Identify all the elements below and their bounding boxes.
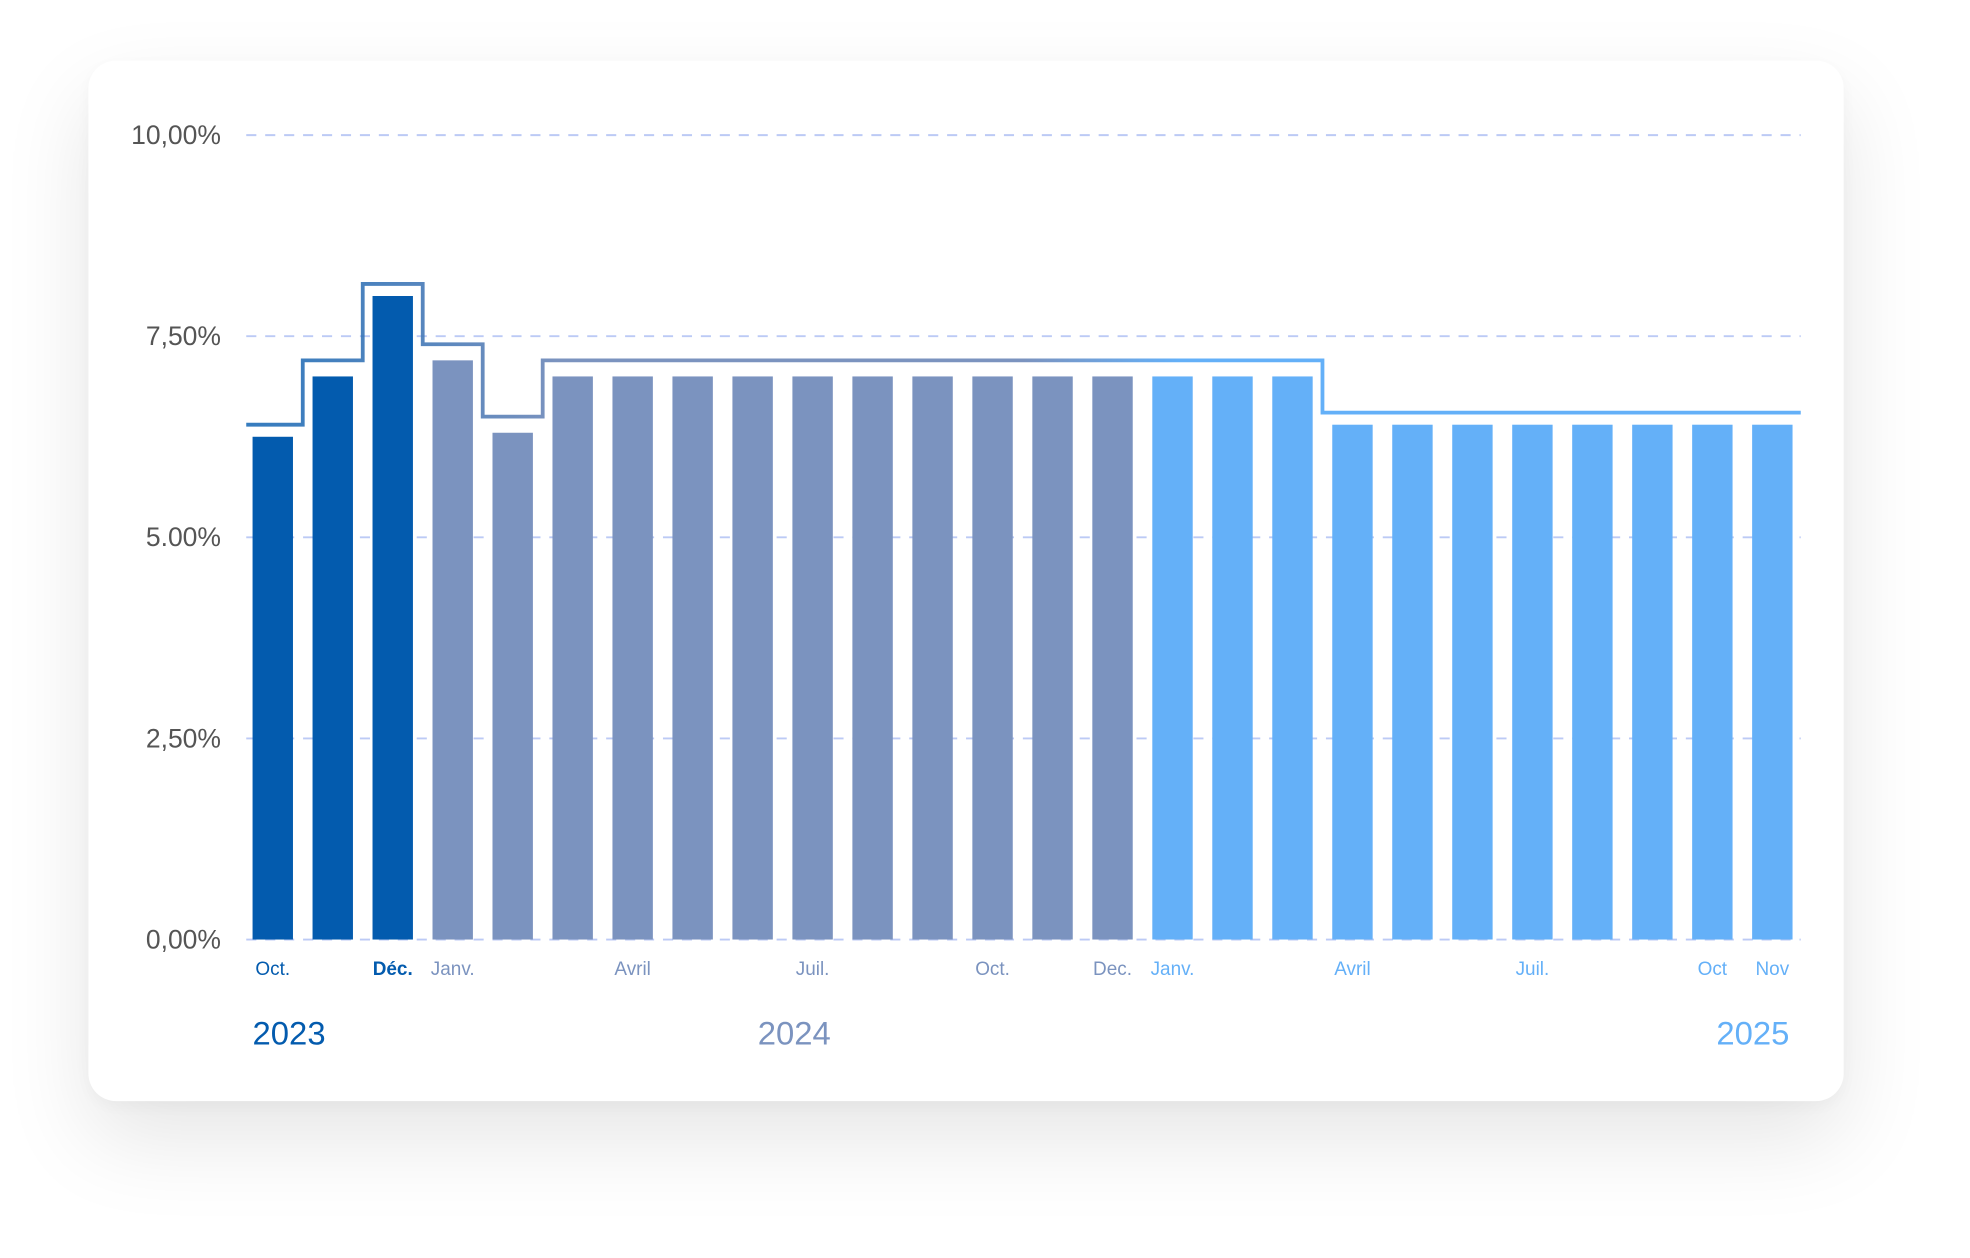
month-label: Oct.: [255, 959, 290, 980]
bar: [492, 432, 533, 940]
month-label: Oct.: [975, 959, 1010, 980]
y-tick-label: 2,50%: [146, 723, 221, 753]
month-label: Dec.: [1093, 959, 1132, 980]
bar: [432, 360, 473, 940]
month-label: Janv.: [431, 959, 475, 980]
bar: [552, 376, 593, 940]
bar: [1272, 376, 1313, 940]
month-label: Juil.: [796, 959, 830, 980]
month-label: Avril: [1334, 959, 1370, 980]
bar: [1092, 376, 1133, 940]
bar: [372, 296, 413, 940]
bar: [792, 376, 833, 940]
bar: [1392, 424, 1433, 940]
bar: [1452, 424, 1493, 940]
y-tick-label: 10,00%: [131, 120, 221, 150]
year-label: 2023: [253, 1014, 326, 1051]
bar: [1152, 376, 1193, 940]
bar: [972, 376, 1013, 940]
bar: [1332, 424, 1373, 940]
step-line: [246, 282, 1801, 427]
bar: [1632, 424, 1673, 940]
bar: [1512, 424, 1553, 940]
bar: [312, 376, 353, 940]
bar: [1572, 424, 1613, 940]
bar: [732, 376, 773, 940]
bar: [1692, 424, 1733, 940]
y-tick-label: 7,50%: [146, 321, 221, 351]
bar: [612, 376, 653, 940]
bar: [672, 376, 713, 940]
year-label: 2025: [1716, 1014, 1789, 1051]
bar: [852, 376, 893, 940]
y-tick-label: 0,00%: [146, 924, 221, 954]
month-label: Juil.: [1516, 959, 1550, 980]
y-tick-label: 5.00%: [146, 522, 221, 552]
month-label: Janv.: [1151, 959, 1195, 980]
bar: [252, 436, 293, 940]
month-label: Oct: [1698, 959, 1728, 980]
month-label: Déc.: [373, 959, 413, 980]
bar: [1032, 376, 1073, 940]
bar: [912, 376, 953, 940]
month-label: Nov: [1755, 959, 1789, 980]
bar: [1212, 376, 1253, 940]
year-label: 2024: [758, 1014, 831, 1051]
bar: [1752, 424, 1793, 940]
month-label: Avril: [614, 959, 650, 980]
